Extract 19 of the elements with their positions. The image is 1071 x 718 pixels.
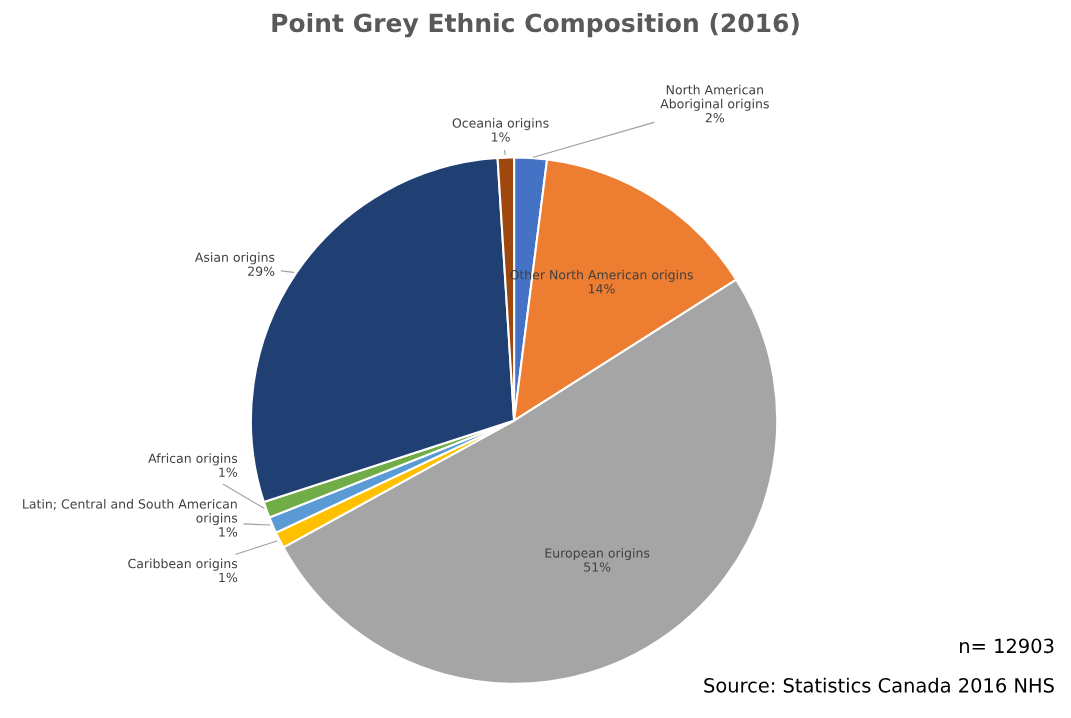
data-label: 51% [584, 562, 611, 572]
slice-label: Other North American origins [510, 269, 693, 282]
chart-title: Point Grey Ethnic Composition (2016) [272, 12, 799, 38]
slice-label: Asian origins [194, 252, 275, 265]
slice-label: European origins [545, 548, 650, 561]
slice-label: African origins [148, 453, 238, 466]
data-label: 29% [248, 266, 275, 276]
data-label: 2% [705, 112, 725, 123]
data-label: 1% [492, 132, 510, 142]
data-label: 1% [219, 467, 238, 478]
data-label: 14% [588, 284, 615, 294]
data-label: 1% [219, 527, 238, 537]
text: n= 12903 [960, 638, 1054, 654]
slice-label: Latin; Central and South American origins [23, 498, 238, 526]
slice-label: North American Aboriginal origins [660, 84, 769, 111]
slice-label: Caribbean origins [128, 558, 238, 571]
source-note: Source: Statistics Canada 2016 NHS [704, 677, 1054, 693]
slice-label: Oceania origins [452, 118, 549, 131]
data-label: 1% [219, 572, 238, 583]
